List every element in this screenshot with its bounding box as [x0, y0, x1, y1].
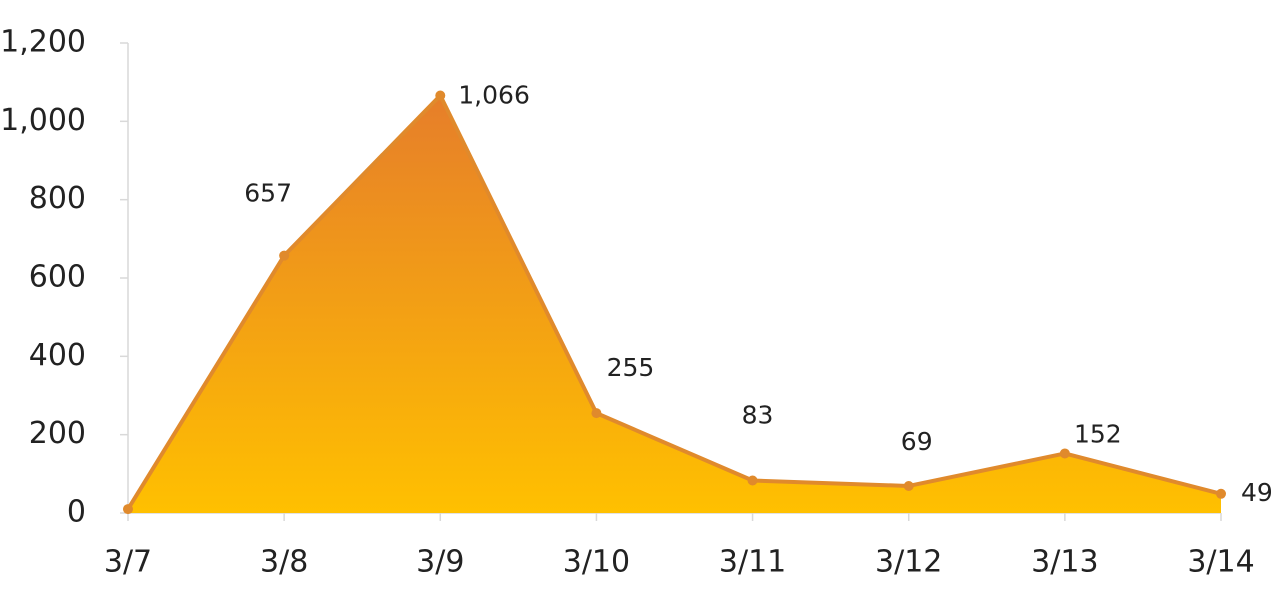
data-label: 255	[607, 353, 655, 382]
y-tick-label: 400	[29, 338, 86, 373]
y-tick-label: 200	[29, 416, 86, 451]
x-tick-label: 3/9	[416, 545, 464, 580]
x-tick-label: 3/10	[563, 545, 630, 580]
data-label: 83	[742, 400, 774, 429]
x-tick-label: 3/11	[719, 545, 786, 580]
x-tick-label: 3/13	[1031, 545, 1098, 580]
point	[279, 250, 290, 261]
point	[435, 90, 446, 101]
y-tick-label: 1,000	[0, 103, 86, 138]
y-tick-label: 600	[29, 260, 86, 295]
data-label: 657	[244, 179, 292, 208]
point	[747, 475, 758, 486]
area	[128, 95, 1221, 513]
point	[123, 504, 133, 515]
point	[903, 480, 914, 491]
y-tick-label: 0	[67, 495, 86, 530]
data-label: 1,066	[458, 80, 530, 109]
point	[591, 408, 602, 419]
x-tick-label: 3/7	[104, 545, 152, 580]
point	[1059, 448, 1070, 459]
data-label: 69	[901, 427, 933, 456]
x-tick-label: 3/8	[260, 545, 308, 580]
data-label: 152	[1074, 419, 1122, 448]
point	[1216, 488, 1226, 499]
x-tick-label: 3/14	[1187, 545, 1254, 580]
line	[126, 93, 1222, 511]
x-tick-label: 3/12	[875, 545, 942, 580]
y-tick-label: 800	[29, 181, 86, 216]
y-tick-label: 1,200	[0, 25, 86, 60]
data-label: 49	[1241, 478, 1273, 507]
